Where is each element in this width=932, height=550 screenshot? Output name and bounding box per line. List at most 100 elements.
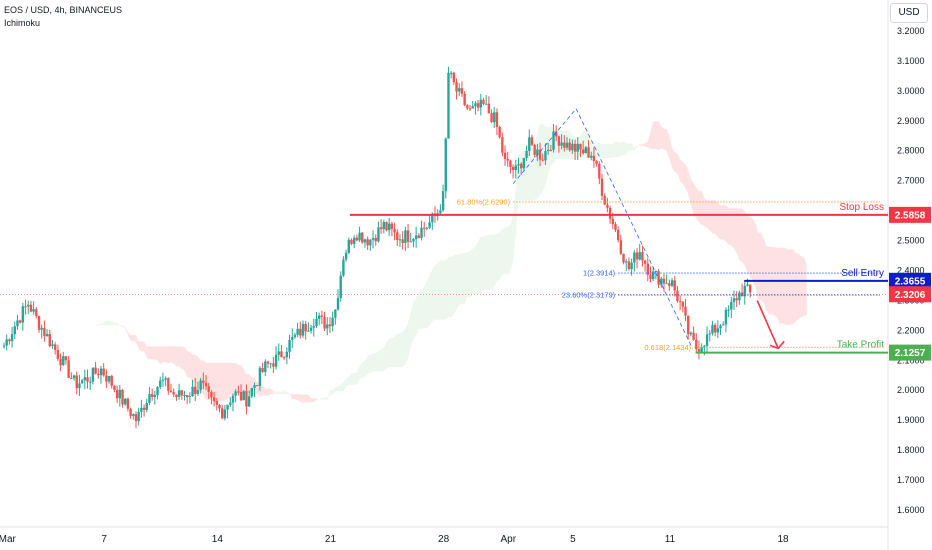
candle-body (614, 224, 617, 230)
cloud-segment (596, 142, 600, 158)
cloud-segment (426, 275, 430, 329)
candle-body (730, 302, 733, 310)
cloud-segment (542, 123, 546, 192)
candle-body (102, 368, 105, 376)
candle-body (5, 339, 8, 346)
target-arrow-shaft (756, 300, 779, 349)
candle-body (239, 391, 243, 401)
cloud-segment (179, 346, 182, 369)
cloud-segment (157, 346, 161, 365)
candle-body (167, 378, 170, 391)
cloud-segment (639, 144, 643, 146)
cloud-segment (744, 211, 748, 274)
cloud-segment (620, 141, 624, 156)
cloud-segment (329, 390, 333, 395)
sell-entry-price-tag: 2.3655 (895, 276, 926, 287)
cloud-segment (418, 290, 422, 330)
candle-body (530, 137, 534, 145)
candle-body (638, 252, 641, 260)
candle-body (441, 191, 445, 211)
candle-body (396, 232, 399, 241)
candle-body (708, 333, 711, 335)
candle-body (320, 315, 324, 317)
cloud-segment (111, 321, 115, 326)
candle-body (719, 325, 722, 329)
candle-body (374, 237, 377, 242)
candle-body (285, 351, 289, 358)
cloud-segment (440, 260, 444, 320)
candle-body (393, 228, 396, 233)
candle-body (137, 411, 140, 421)
cloud-segment (79, 339, 83, 343)
cloud-segment (399, 331, 403, 368)
cloud-segment (227, 362, 231, 400)
candle-body (113, 385, 116, 390)
candle-body (611, 218, 614, 225)
candle-body (474, 103, 477, 107)
cloud-segment (375, 351, 379, 372)
cloud-segment (669, 136, 673, 168)
cloud-segment (602, 144, 605, 158)
candle-body (673, 280, 676, 291)
candle-body (326, 324, 329, 329)
cloud-segment (367, 355, 371, 374)
cloud-segment (238, 365, 242, 393)
candle-body (48, 334, 51, 347)
candle-body (309, 327, 313, 331)
cloud-segment (645, 141, 648, 148)
cloud-segment (303, 394, 306, 403)
candles (2, 66, 752, 429)
candle-body (743, 285, 746, 297)
cloud-segment (109, 321, 112, 326)
candle-body (115, 389, 119, 399)
candle-body (150, 393, 154, 397)
candle-body (676, 290, 679, 302)
cloud-segment (631, 143, 635, 151)
candle-body (692, 332, 695, 340)
candle-body (528, 137, 531, 151)
candle-body (334, 309, 337, 318)
cloud-segment (224, 362, 228, 401)
candle-body (185, 395, 189, 398)
candle-body (40, 327, 43, 330)
candle-body (417, 235, 421, 238)
candle-body (361, 232, 364, 243)
candle-body (716, 328, 720, 333)
candle-body (363, 239, 367, 243)
cloud-segment (241, 365, 244, 393)
cloud-segment (787, 249, 791, 325)
candle-body (75, 375, 78, 389)
candle-body (180, 390, 183, 396)
candle-body (606, 204, 609, 208)
cloud-segment (725, 205, 729, 245)
cloud-segment (496, 232, 500, 281)
cloud-segment (168, 346, 172, 364)
candle-body (649, 274, 652, 280)
candle-body (625, 261, 628, 263)
candle-body (220, 408, 224, 419)
currency-button[interactable]: USD (890, 3, 928, 23)
candle-body (148, 393, 151, 403)
candle-body (498, 126, 501, 138)
cloud-segment (531, 144, 535, 201)
candle-body (598, 163, 601, 179)
candle-body (169, 390, 173, 393)
cloud-segment (146, 346, 150, 360)
cloud-segment (731, 208, 734, 249)
cloud-segment (219, 362, 223, 401)
candle-body (385, 221, 388, 231)
candle-body (490, 113, 493, 123)
cloud-segment (316, 398, 320, 400)
cloud-segment (459, 253, 462, 305)
cloud-segment (464, 252, 468, 304)
candle-body (331, 317, 334, 327)
candle-body (339, 275, 342, 298)
candle-body (412, 238, 415, 242)
cloud-segment (284, 390, 287, 395)
fib-level-label: 23.60%(2.3179) (562, 291, 616, 300)
candle-body (549, 149, 553, 151)
cloud-segment (378, 348, 382, 372)
x-tick-label: 21 (325, 534, 337, 545)
x-tick-label: 14 (212, 534, 224, 545)
